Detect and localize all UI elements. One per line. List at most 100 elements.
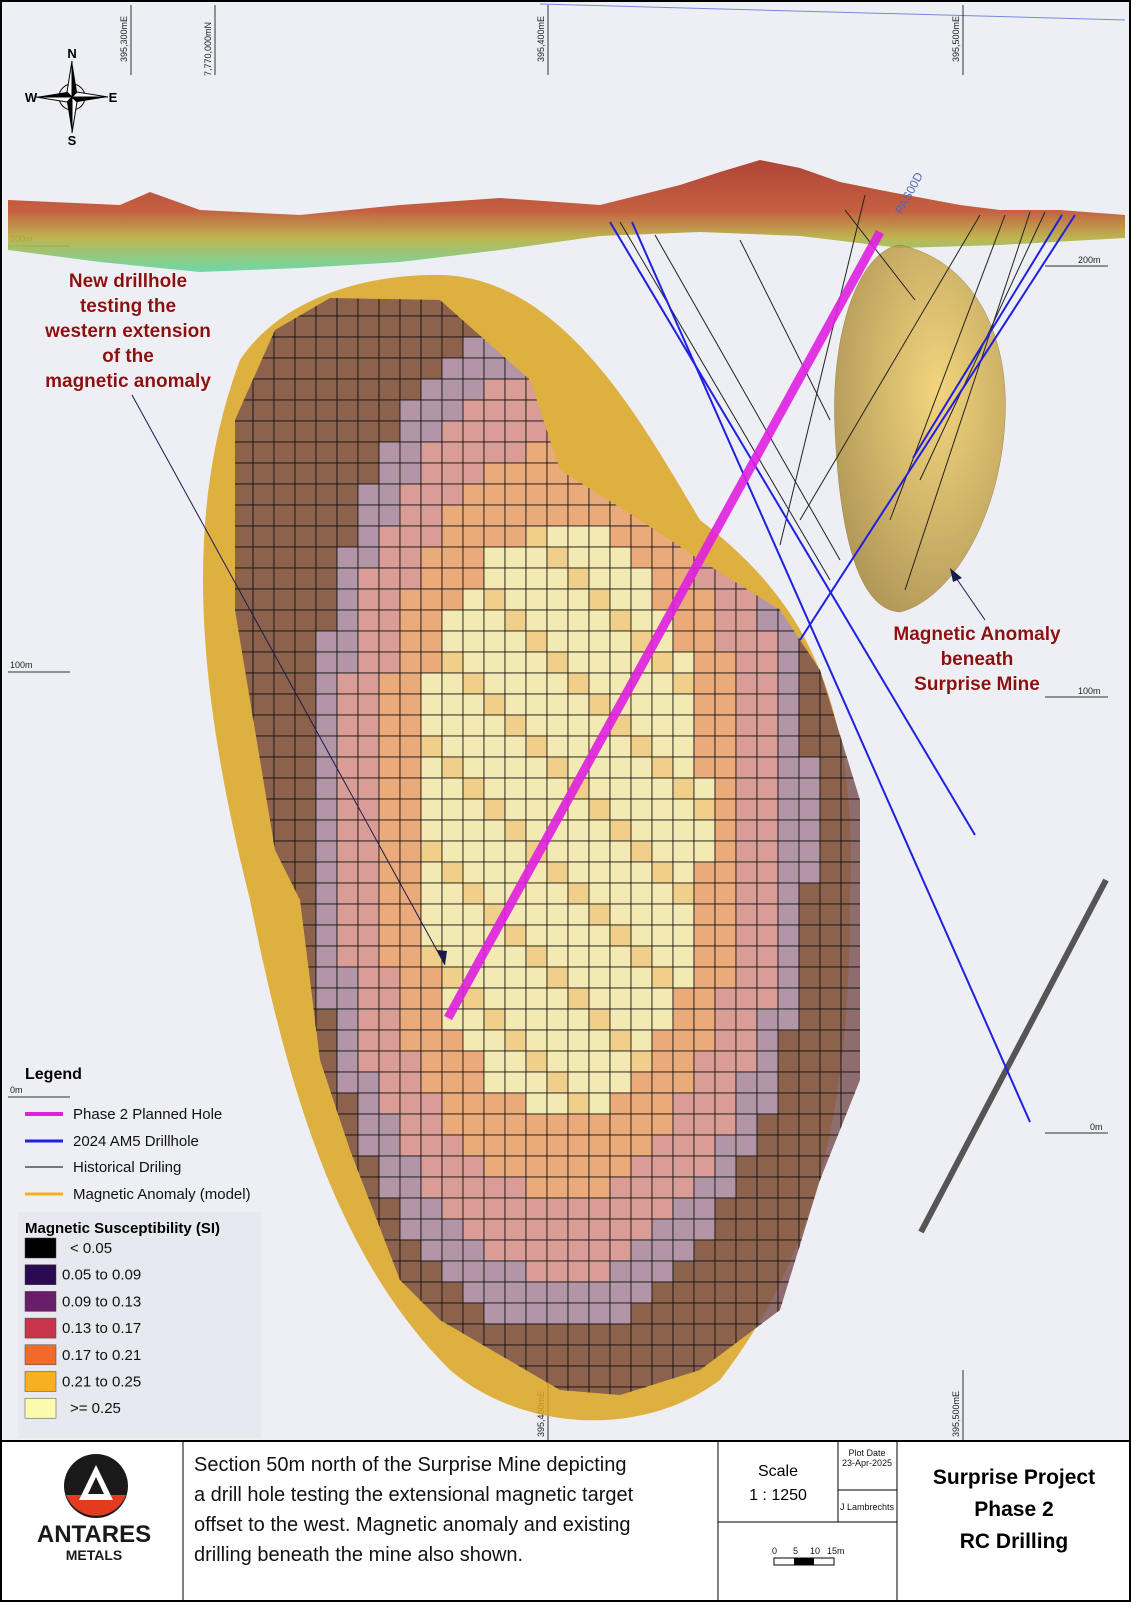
block-cell [505,736,526,757]
block-cell [736,1030,757,1051]
block-cell [295,715,316,736]
block-cell [358,358,379,379]
block-cell [778,1177,799,1198]
block-cell [715,1240,736,1261]
block-cell [358,463,379,484]
class-swatch [25,1345,56,1365]
block-cell [841,967,862,988]
block-cell [463,421,484,442]
block-cell [652,883,673,904]
block-cell [568,862,589,883]
plot-date-title: Plot Date [848,1448,885,1458]
block-cell [400,1261,421,1282]
block-cell [631,1198,652,1219]
block-cell [505,841,526,862]
block-cell [715,736,736,757]
block-cell [253,421,274,442]
block-cell [820,1009,841,1030]
block-cell [547,1051,568,1072]
block-cell [400,1093,421,1114]
block-cell [379,883,400,904]
block-cell [799,1051,820,1072]
block-cell [547,631,568,652]
block-cell [484,1114,505,1135]
block-cell [337,799,358,820]
block-cell [526,1093,547,1114]
block-cell [442,589,463,610]
block-cell [421,1030,442,1051]
block-cell [589,883,610,904]
block-cell [757,694,778,715]
block-cell [358,673,379,694]
block-cell [757,715,778,736]
block-cell [274,358,295,379]
block-cell [736,1177,757,1198]
block-cell [400,778,421,799]
block-cell [799,1009,820,1030]
block-cell [421,1261,442,1282]
block-cell [274,568,295,589]
block-cell [820,757,841,778]
block-cell [400,1135,421,1156]
block-cell [379,1198,400,1219]
block-cell [547,652,568,673]
block-cell [400,568,421,589]
block-cell [631,1177,652,1198]
block-cell [274,421,295,442]
block-cell [400,337,421,358]
annotation-line: beneath [941,649,1014,670]
block-cell [757,631,778,652]
block-cell [610,946,631,967]
block-cell [568,1198,589,1219]
block-cell [484,1135,505,1156]
block-cell [820,841,841,862]
block-cell [652,1261,673,1282]
block-cell [841,1051,862,1072]
block-cell [673,1051,694,1072]
block-cell [421,631,442,652]
block-cell [652,1051,673,1072]
block-cell [463,904,484,925]
block-cell [673,673,694,694]
block-cell [736,1261,757,1282]
block-cell [463,1282,484,1303]
block-cell [421,946,442,967]
block-cell [547,568,568,589]
legend-label: Magnetic Anomaly (model) [73,1186,251,1203]
block-cell [442,757,463,778]
block-cell [673,757,694,778]
block-cell [295,421,316,442]
block-cell [316,589,337,610]
block-cell [778,1135,799,1156]
block-cell [652,1240,673,1261]
block-cell [610,1219,631,1240]
block-cell [631,1366,652,1387]
block-cell [463,1009,484,1030]
block-cell [505,988,526,1009]
block-cell [841,820,862,841]
scale-bar-label: 0 [772,1546,777,1556]
block-cell [568,967,589,988]
block-cell [694,988,715,1009]
block-cell [337,400,358,421]
block-cell [526,1114,547,1135]
block-cell [316,379,337,400]
block-cell [484,1240,505,1261]
block-cell [232,463,253,484]
block-cell [337,967,358,988]
block-cell [400,967,421,988]
block-cell [715,757,736,778]
block-cell [736,1219,757,1240]
block-cell [400,400,421,421]
block-cell [736,841,757,862]
block-cell [820,967,841,988]
block-cell [358,862,379,883]
block-cell [337,925,358,946]
block-cell [778,652,799,673]
block-cell [442,1114,463,1135]
block-cell [421,883,442,904]
block-cell [610,778,631,799]
block-cell [400,736,421,757]
block-cell [463,358,484,379]
block-cell [484,1072,505,1093]
